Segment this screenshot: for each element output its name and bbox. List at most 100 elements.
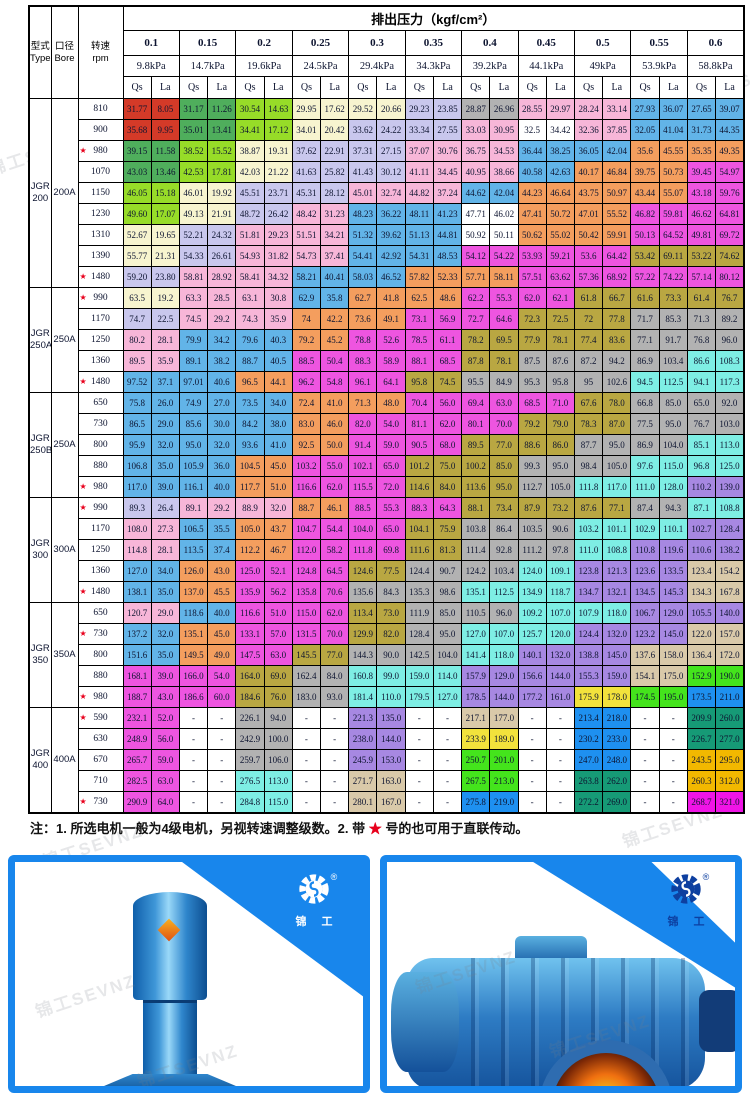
qs-value-cell: 127.0 [461, 623, 491, 645]
la-value-cell: 54.4 [320, 518, 350, 540]
la-value-cell: 28.5 [207, 287, 237, 309]
qs-value-cell: 78.5 [404, 329, 434, 351]
la-value-cell: 64.52 [658, 224, 688, 246]
la-value-cell: 105.0 [602, 455, 632, 477]
la-value-cell: 51.0 [263, 602, 293, 624]
qs-value-cell: 54.12 [461, 245, 491, 267]
qs-value-cell: 50.13 [630, 224, 660, 246]
la-value-cell: 37.4 [207, 539, 237, 561]
la-value-cell: 24.32 [207, 224, 237, 246]
qs-value-cell: 134.5 [630, 581, 660, 603]
la-value-cell: - [658, 728, 688, 750]
la-value-cell: - [432, 707, 463, 729]
qs-value-cell: 135.3 [404, 581, 434, 603]
qs-value-cell: 131.5 [291, 623, 322, 645]
qs-value-cell: 127.0 [122, 560, 152, 582]
qs-value-cell: 31.73 [686, 119, 717, 141]
la-value-cell: 40.0 [207, 476, 237, 498]
la-value-cell: 22.91 [320, 140, 350, 162]
la-header: La [489, 76, 519, 99]
qs-value-cell: 104.0 [348, 518, 378, 540]
la-value-cell: 90.6 [545, 518, 576, 540]
la-value-cell: 55.3 [489, 287, 519, 309]
qs-value-cell: 137.0 [178, 581, 209, 603]
qs-value-cell: 45.01 [348, 182, 378, 204]
qs-value-cell: 88.7 [291, 497, 322, 519]
qs-value-cell: 57.36 [573, 266, 604, 288]
qs-value-cell: 76.8 [686, 329, 717, 351]
qs-value-cell: 129.9 [348, 623, 378, 645]
rpm-cell: ★ 590 [77, 707, 124, 729]
qs-value-cell: - [178, 791, 209, 814]
star-icon: ★ [368, 821, 382, 836]
la-value-cell: 80.12 [715, 266, 745, 288]
la-value-cell: - [207, 707, 237, 729]
la-value-cell: 29.2 [207, 497, 237, 519]
la-value-cell: 114.0 [432, 665, 463, 687]
la-value-cell: 120.0 [545, 623, 576, 645]
la-value-cell: 108.8 [602, 539, 632, 561]
la-value-cell: 20.66 [376, 98, 406, 120]
la-value-cell: 9.95 [150, 119, 180, 141]
la-value-cell: 219.0 [489, 791, 519, 814]
la-value-cell: 115.0 [658, 455, 688, 477]
la-value-cell: 21.31 [150, 245, 180, 267]
qs-value-cell: 51.51 [291, 224, 322, 246]
qs-value-cell: - [517, 728, 547, 750]
qs-value-cell: 122.0 [686, 623, 717, 645]
la-value-cell: 113.0 [715, 434, 745, 456]
la-value-cell: 119.6 [658, 539, 688, 561]
la-value-cell: 109.1 [545, 560, 576, 582]
qs-value-cell: 248.9 [122, 728, 152, 750]
qs-value-cell: 52.67 [122, 224, 152, 246]
qs-value-cell: 124.8 [291, 560, 322, 582]
la-value-cell: 135.0 [376, 707, 406, 729]
qs-value-cell: 32.36 [573, 119, 604, 141]
qs-value-cell: 74.7 [122, 308, 152, 330]
la-value-cell: 129.0 [658, 602, 688, 624]
qs-value-cell: 135.1 [178, 623, 209, 645]
la-value-cell: 77.0 [489, 434, 519, 456]
la-value-cell: 34.32 [263, 266, 293, 288]
qs-value-cell: 45.51 [235, 182, 265, 204]
la-value-cell: 72.0 [376, 476, 406, 498]
la-header: La [658, 76, 688, 99]
qs-value-cell: 27.93 [630, 98, 660, 120]
qs-value-cell: 233.9 [461, 728, 491, 750]
qs-value-cell: 41.63 [291, 161, 322, 183]
qs-value-cell: 51.81 [235, 224, 265, 246]
qs-value-cell: 125.7 [517, 623, 547, 645]
qs-header: Qs [178, 76, 209, 99]
qs-value-cell: 31.17 [178, 98, 209, 120]
qs-value-cell: 114.8 [122, 539, 152, 561]
la-value-cell: 27.3 [150, 518, 180, 540]
la-value-cell: 78.0 [602, 392, 632, 414]
rpm-cell: 1360 [77, 560, 124, 582]
qs-value-cell: 32.05 [630, 119, 660, 141]
qs-value-cell: 181.4 [348, 686, 378, 708]
qs-value-cell: 57.14 [686, 266, 717, 288]
la-value-cell: 95.0 [545, 455, 576, 477]
la-value-cell: 69.72 [715, 224, 745, 246]
qs-value-cell: 276.5 [235, 770, 265, 792]
la-value-cell: 19.31 [263, 140, 293, 162]
la-value-cell: 113.0 [263, 770, 293, 792]
la-value-cell: 86.0 [545, 434, 576, 456]
la-value-cell: - [320, 791, 350, 814]
table-row: 1070 43.03 13.46 42.53 17.81 42.03 21.22 41.63 2… [29, 161, 745, 183]
qs-value-cell: 89.3 [122, 497, 152, 519]
kpa-header: 14.7kPa [178, 55, 237, 77]
la-value-cell: 103.4 [489, 560, 519, 582]
la-value-cell: 321.0 [715, 791, 745, 814]
qs-value-cell: 78.2 [461, 329, 491, 351]
qs-value-cell: 91.4 [348, 434, 378, 456]
la-value-cell: 31.82 [263, 245, 293, 267]
la-value-cell: 103.0 [715, 413, 745, 435]
la-value-cell: 72.5 [545, 308, 576, 330]
kpa-header: 34.3kPa [404, 55, 463, 77]
qs-value-cell: 88.3 [348, 350, 378, 372]
la-value-cell: 36.07 [658, 98, 688, 120]
la-value-cell: 59.81 [658, 203, 688, 225]
la-value-cell: 177.0 [489, 707, 519, 729]
qs-header: Qs [686, 76, 717, 99]
